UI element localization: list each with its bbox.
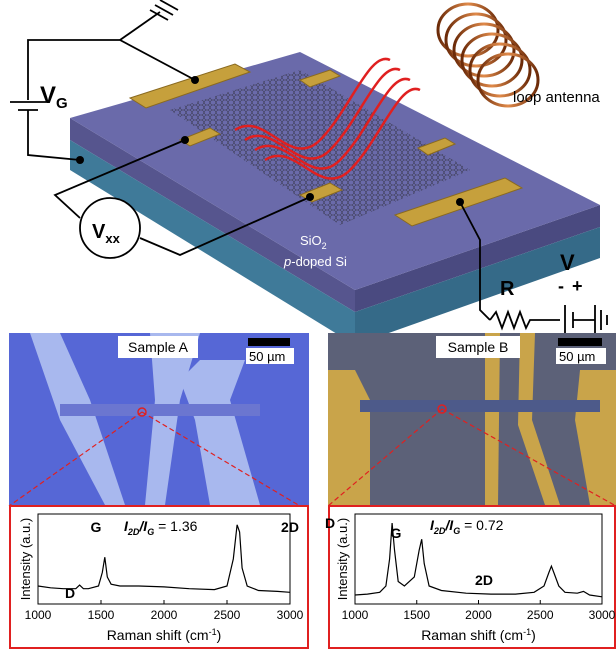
label: SiO2 (300, 233, 327, 251)
ratio-label: I2D/IG = 1.36 (124, 518, 198, 537)
peak-label: D (65, 585, 75, 601)
scale-bar (558, 338, 602, 346)
label-box (556, 348, 606, 364)
scale-bar (248, 338, 290, 346)
spectrum-line (37, 524, 291, 593)
label: loop antenna (513, 89, 600, 106)
sample-label: Sample A (128, 339, 189, 355)
x-tick-label: 1500 (88, 608, 115, 622)
peak-label: G (91, 519, 102, 535)
spectrum-frame (9, 505, 309, 649)
x-tick-label: 2000 (465, 608, 492, 622)
ratio-part: I (430, 517, 435, 533)
x-axis-label: Raman shift (cm-1) (421, 627, 536, 643)
spectrum-line (354, 522, 603, 598)
x-tick-label: 1500 (403, 608, 430, 622)
sample-label: Sample B (448, 339, 509, 355)
device-schematic: VG Vxx SiO2 p-doped Si loop antenna R V … (10, 0, 608, 345)
ratio-part: I (124, 518, 129, 534)
label: VG (40, 82, 68, 112)
ratio-sub: G (147, 527, 154, 537)
ratio-part: /I (138, 518, 148, 534)
micrograph-a (9, 333, 309, 505)
peak-label: 2D (281, 519, 299, 535)
x-axis-label: Raman shift (cm-1) (107, 627, 222, 643)
x-tick-label: 3000 (277, 608, 304, 622)
ratio-value: = 0.72 (460, 517, 503, 533)
label: - (558, 276, 564, 296)
x-tick-label: 2500 (214, 608, 241, 622)
ratio-sub: 2D (433, 526, 446, 536)
scale-label: 50 µm (559, 349, 595, 364)
label: Vxx (92, 221, 121, 246)
ratio-part: /I (444, 517, 454, 533)
ratio-sub: 2D (127, 527, 140, 537)
label: p-doped Si (283, 254, 347, 269)
label-box (118, 336, 198, 358)
zoom-lines (8, 408, 616, 507)
scale-label: 50 µm (249, 349, 285, 364)
peak-label: G (391, 525, 402, 541)
x-tick-label: 1000 (25, 608, 52, 622)
spectrum-frame (328, 505, 616, 649)
x-tick-label: 3000 (589, 608, 616, 622)
peak-label: 2D (475, 572, 493, 588)
x-axis-label-part: Raman shift (cm (107, 627, 209, 643)
label-box (246, 348, 294, 364)
label-box (436, 336, 520, 358)
x-tick-label: 2500 (527, 608, 554, 622)
x-tick-label: 2000 (151, 608, 178, 622)
x-axis-label-sup: -1 (209, 627, 217, 637)
label: + (572, 276, 583, 296)
x-axis-label-sup: -1 (523, 627, 531, 637)
ratio-sub: G (453, 526, 460, 536)
peak-label: D (325, 515, 335, 531)
x-axis-label-part: ) (217, 627, 222, 643)
y-axis-label: Intensity (a.u.) (335, 518, 350, 600)
x-axis-label-part: Raman shift (cm (421, 627, 523, 643)
ratio-value: = 1.36 (154, 518, 197, 534)
label: V (560, 250, 575, 275)
y-axis-label: Intensity (a.u.) (18, 518, 33, 600)
label: R (500, 278, 515, 300)
x-tick-label: 1000 (342, 608, 369, 622)
x-axis-label-part: ) (531, 627, 536, 643)
ratio-label: I2D/IG = 0.72 (430, 517, 504, 536)
